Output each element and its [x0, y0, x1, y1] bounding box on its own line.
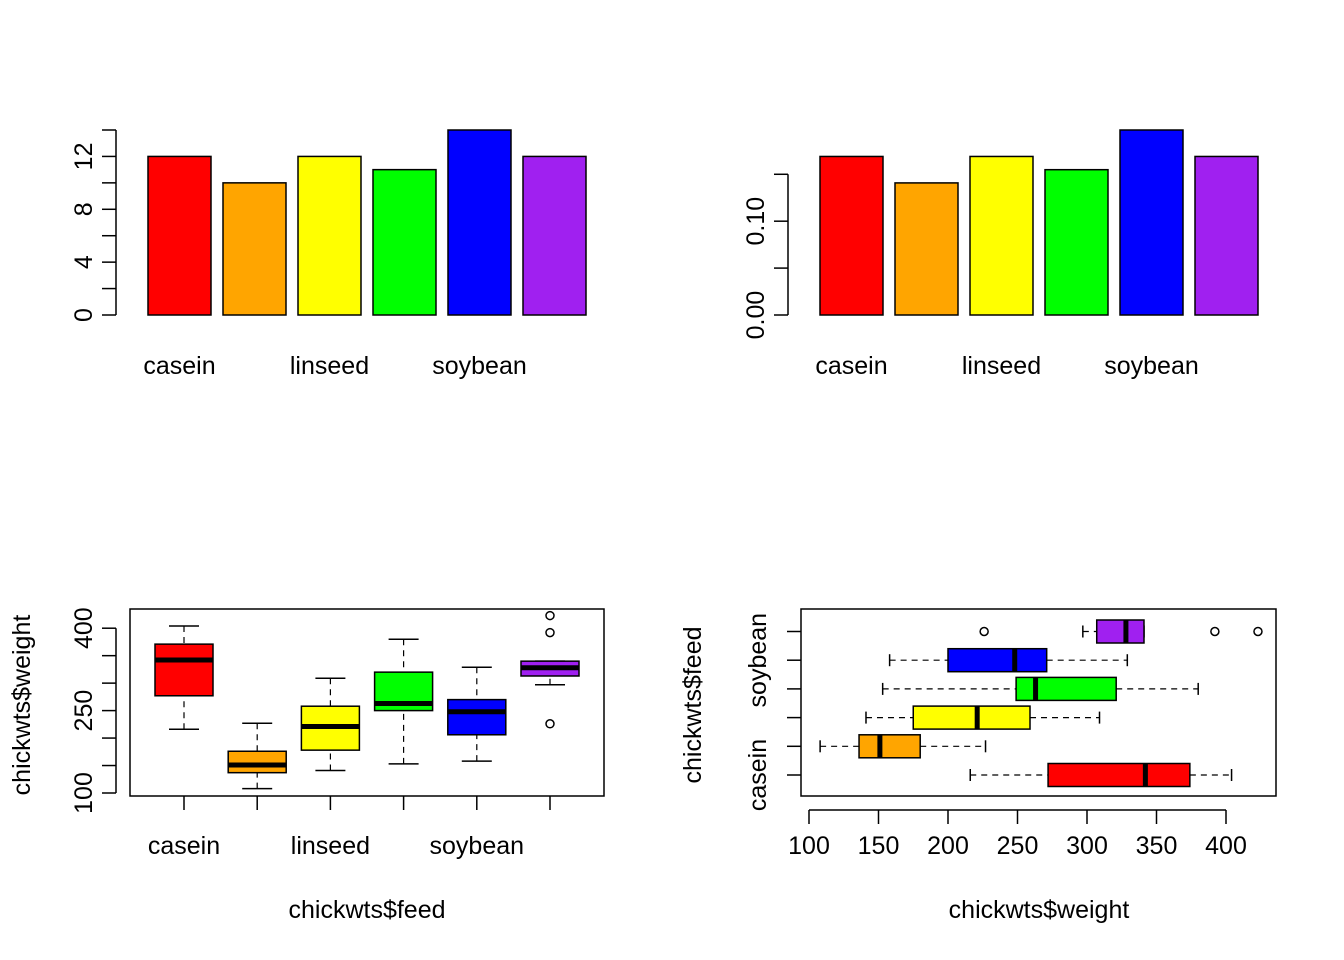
box [154, 643, 214, 697]
x-tick-label: soybean [432, 352, 527, 380]
bar [372, 168, 437, 316]
box [912, 705, 1031, 730]
outlier-point [545, 610, 555, 621]
bar [1119, 129, 1184, 316]
bar [222, 182, 287, 316]
x-tick-label: 250 [997, 832, 1039, 860]
box [858, 734, 921, 759]
x-tick-label: 150 [858, 832, 900, 860]
box [1015, 676, 1117, 702]
x-tick-label: linseed [962, 352, 1041, 380]
box [1047, 762, 1191, 788]
x-tick-label: casein [143, 352, 215, 380]
plot-frame [800, 608, 1277, 797]
x-tick-label: 100 [788, 832, 830, 860]
bar [447, 129, 512, 316]
outlier-point [1210, 626, 1220, 637]
x-axis-title: chickwts$weight [949, 896, 1130, 924]
y-tick-label: casein [744, 739, 772, 811]
outlier-point [545, 627, 555, 638]
x-tick-label: 300 [1066, 832, 1108, 860]
y-tick-label: 0 [70, 308, 98, 322]
y-tick-label: 250 [70, 690, 98, 732]
x-tick-label: linseed [291, 832, 370, 860]
x-tick-label: 400 [1205, 832, 1247, 860]
boxplot-vertical: casein linseed soybean 100 250 400 [70, 607, 605, 860]
y-tick-label: soybean [744, 613, 772, 708]
y-tick-label: 0.10 [742, 197, 770, 246]
boxplot-horizontal: casein soybean 100 150 200 250 300 350 400 [744, 608, 1277, 860]
bar [147, 155, 212, 316]
bar [297, 155, 362, 316]
y-tick-label: 8 [70, 202, 98, 216]
x-tick-label: linseed [290, 352, 369, 380]
x-tick-label: 350 [1136, 832, 1178, 860]
bar [522, 155, 587, 316]
y-axis-title: chickwts$feed [679, 626, 707, 783]
outlier-point [545, 719, 555, 729]
bar [819, 155, 884, 316]
x-tick-label: casein [815, 352, 887, 380]
y-axis-title: chickwts$weight [8, 615, 36, 796]
y-tick-label: 400 [70, 607, 98, 649]
y-tick-label: 0.00 [742, 291, 770, 340]
y-tick-label: 12 [70, 143, 98, 171]
box [947, 647, 1048, 673]
box [447, 698, 507, 736]
bar [969, 155, 1034, 316]
outlier-point [1253, 626, 1263, 637]
bar [1194, 155, 1259, 316]
y-tick-label: 4 [70, 255, 98, 269]
bar [1044, 168, 1109, 316]
bar-chart-proportions: 0.00 0.10 casein linseed soybean [742, 129, 1259, 380]
bar [894, 182, 959, 316]
x-tick-label: soybean [1104, 352, 1199, 380]
bar-chart-counts: 0 4 8 12 casein linseed soybean [70, 129, 587, 380]
x-axis-title: chickwts$feed [288, 896, 445, 924]
y-tick-label: 100 [70, 772, 98, 814]
plot-frame [129, 608, 605, 797]
x-tick-label: 200 [927, 832, 969, 860]
outlier-point [979, 626, 989, 637]
x-tick-label: casein [148, 832, 220, 860]
x-tick-label: soybean [430, 832, 525, 860]
box [1095, 619, 1145, 644]
box [227, 750, 287, 774]
